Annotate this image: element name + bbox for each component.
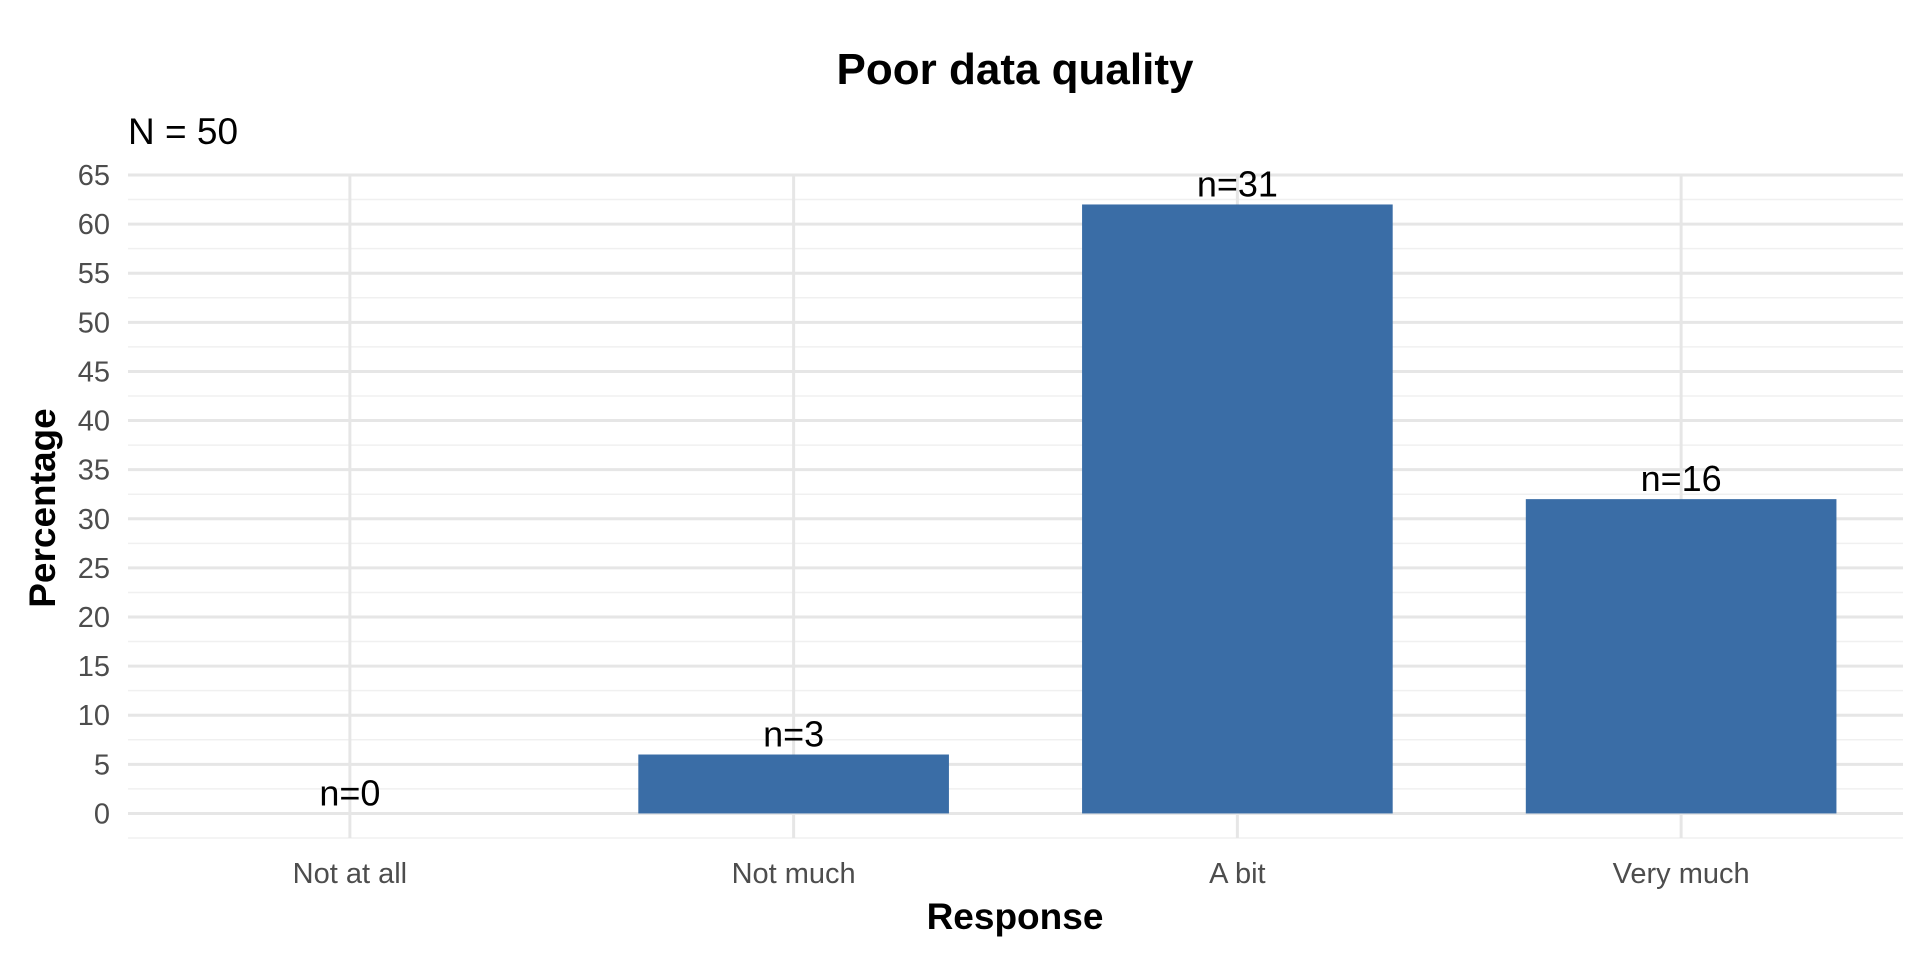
data-label: n=16	[1641, 458, 1722, 499]
data-label: n=0	[319, 772, 380, 813]
y-tick-label: 15	[78, 651, 110, 683]
x-axis-ticks: Not at all Not much A bit Very much	[293, 858, 1750, 890]
bar	[638, 754, 949, 814]
bar	[1082, 204, 1393, 814]
y-tick-label: 40	[78, 406, 110, 438]
y-tick-label: 30	[78, 504, 110, 536]
y-tick-label: 5	[94, 749, 110, 781]
data-labels: n=0 n=3 n=31 n=16	[319, 163, 1721, 813]
y-tick-label: 20	[78, 602, 110, 634]
x-tick-label: A bit	[1209, 858, 1265, 890]
y-tick-label: 45	[78, 356, 110, 388]
y-tick-label: 55	[78, 258, 110, 290]
y-axis-title: Percentage	[22, 408, 63, 608]
y-tick-label: 0	[94, 798, 110, 830]
y-axis-ticks: 0 5 10 15 20 25 30 35 40 45 50 55 60 65	[78, 160, 110, 830]
y-tick-label: 60	[78, 209, 110, 241]
y-tick-label: 25	[78, 553, 110, 585]
grid-lines	[128, 173, 1903, 839]
y-tick-label: 10	[78, 700, 110, 732]
data-label: n=3	[763, 714, 824, 755]
x-tick-label: Not much	[732, 858, 856, 890]
bar	[1525, 499, 1837, 814]
y-tick-label: 35	[78, 455, 110, 487]
x-tick-label: Very much	[1613, 858, 1750, 890]
x-axis-title: Response	[927, 896, 1104, 937]
x-tick-label: Not at all	[293, 858, 407, 890]
bars	[638, 204, 1837, 814]
y-tick-label: 50	[78, 307, 110, 339]
data-label: n=31	[1197, 163, 1278, 204]
y-tick-label: 65	[78, 160, 110, 192]
chart-title: Poor data quality	[837, 45, 1194, 94]
chart-subtitle: N = 50	[128, 111, 238, 152]
